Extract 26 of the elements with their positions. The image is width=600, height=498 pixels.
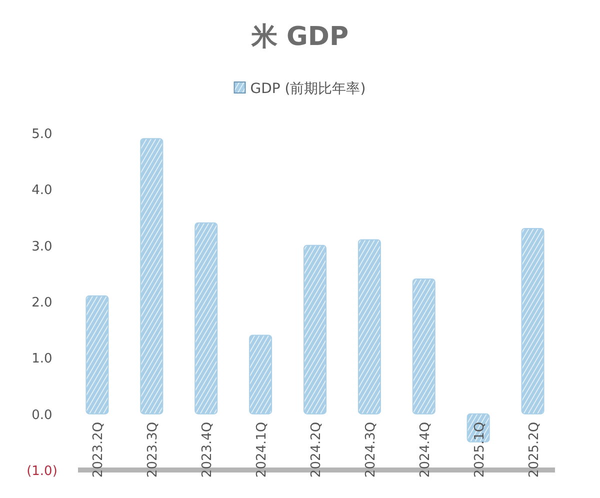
y-tick-label: 3.0 xyxy=(32,239,52,254)
y-tick-label: 1.0 xyxy=(32,352,52,367)
x-tick-label: 2023.3Q xyxy=(146,422,161,478)
chart-title: 米 GDP xyxy=(250,22,349,52)
bar xyxy=(412,278,436,414)
x-tick-label: 2025.1Q xyxy=(472,422,488,478)
x-tick-label: 2024.1Q xyxy=(254,422,270,478)
y-tick-label: (1.0) xyxy=(26,464,58,479)
bar xyxy=(521,228,544,414)
x-tick-label: 2024.2Q xyxy=(309,422,324,478)
x-tick-label: 2024.4Q xyxy=(418,422,433,478)
y-tick-label: 0.0 xyxy=(32,408,52,423)
y-tick-label: 2.0 xyxy=(32,296,52,310)
y-tick-label: 4.0 xyxy=(32,183,52,198)
legend: GDP (前期比年率) xyxy=(234,81,366,97)
x-tick-label: 2023.4Q xyxy=(200,422,216,478)
bar xyxy=(358,239,381,414)
y-tick-label: 5.0 xyxy=(32,127,52,142)
bar xyxy=(140,138,164,414)
bar xyxy=(249,334,272,414)
x-tick-label: 2023.2Q xyxy=(91,422,106,478)
x-tick-label: 2025.2Q xyxy=(526,422,542,478)
bar xyxy=(194,222,218,414)
bar xyxy=(86,295,109,414)
bar xyxy=(304,244,326,414)
x-tick-label: 2024.3Q xyxy=(363,422,378,478)
